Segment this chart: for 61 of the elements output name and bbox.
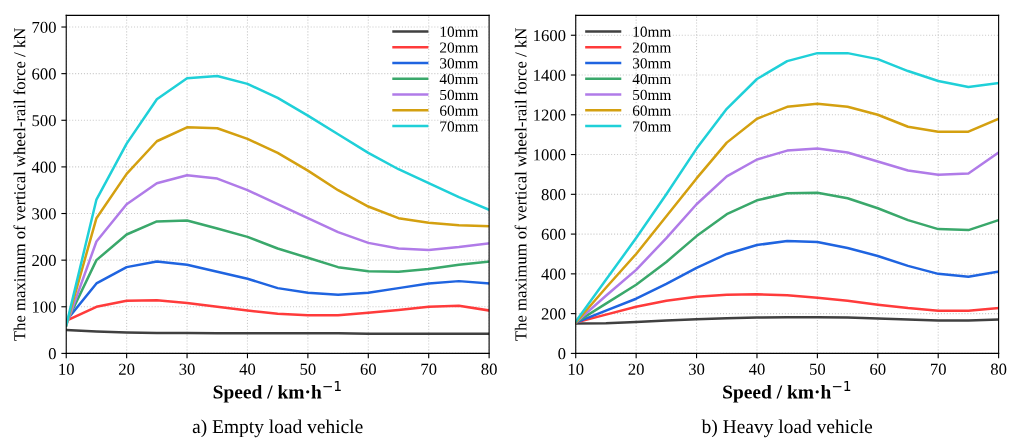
y-tick-label: 1400 — [534, 69, 566, 81]
text: a) Empty load vehicle — [192, 419, 363, 438]
x-tick-label: 10 — [568, 363, 584, 375]
x-axis-title: Speed / km·h$^{−1}$ — [213, 381, 341, 403]
x-tick-label: 40 — [239, 363, 256, 375]
legend-label: 40mm — [632, 73, 672, 85]
x-tick-label: 70 — [930, 363, 946, 375]
text: b) Heavy load vehicle — [701, 419, 873, 438]
legend-label: 10mm — [440, 26, 479, 37]
y-tick-label: 1000 — [534, 149, 566, 161]
legend-label: 20mm — [440, 42, 479, 53]
x-tick-label: 70 — [421, 363, 437, 375]
y-tick-label: 600 — [32, 68, 56, 80]
x-tick-label: 30 — [179, 363, 195, 375]
x-tick-label: 30 — [689, 363, 705, 375]
legend-label: 20mm — [632, 42, 672, 53]
y-tick-label: 600 — [541, 228, 566, 241]
legend-label: 60mm — [632, 105, 672, 116]
y-tick-label: 800 — [541, 189, 566, 201]
y-tick-label: 400 — [541, 268, 566, 280]
y-tick-label: 0 — [558, 348, 566, 360]
y-tick-label: 200 — [541, 308, 566, 320]
x-tick-label: 40 — [748, 363, 765, 375]
y-tick-label: 300 — [32, 208, 56, 220]
line-series — [66, 298, 490, 323]
line-series — [575, 147, 999, 324]
legend-label: 50mm — [440, 89, 479, 101]
line-series — [66, 174, 490, 327]
y-tick-label: 1200 — [534, 109, 566, 121]
x-axis-title: Speed / km·h$^{−1}$ — [723, 381, 851, 403]
legend-label: 30mm — [440, 58, 479, 69]
x-tick-label: 20 — [628, 363, 644, 375]
line-series — [575, 102, 999, 324]
y-tick-label: 200 — [32, 254, 56, 267]
y-axis-title: The maximum of vertical wheel-rail force / kN — [13, 28, 26, 341]
legend-label: 70mm — [633, 121, 672, 132]
legend-label: 50mm — [633, 89, 672, 101]
y-tick-label: 700 — [32, 21, 56, 33]
legend-label: 30mm — [632, 58, 672, 69]
x-tick-label: 80 — [481, 363, 497, 375]
legend-label: 10mm — [633, 26, 672, 37]
y-tick-label: 1600 — [534, 29, 566, 42]
y-tick-label: 0 — [48, 348, 56, 360]
line-series — [575, 315, 999, 325]
line-series — [66, 74, 490, 327]
y-tick-label: 400 — [31, 161, 56, 173]
y-tick-label: 100 — [32, 301, 56, 313]
x-tick-label: 80 — [990, 363, 1007, 375]
y-axis-title: The maximum of vertical wheel-rail force / kN — [514, 28, 527, 341]
y-tick-label: 500 — [32, 114, 56, 127]
x-tick-label: 50 — [300, 363, 316, 375]
legend-label: 70mm — [440, 121, 479, 132]
x-tick-label: 50 — [810, 363, 826, 375]
x-tick-label: 20 — [119, 363, 135, 375]
legend-label: 40mm — [439, 73, 479, 85]
x-tick-label: 60 — [870, 363, 886, 375]
x-tick-label: 10 — [59, 363, 74, 375]
legend-label: 60mm — [440, 105, 479, 116]
line-series — [575, 239, 999, 324]
x-tick-label: 60 — [360, 363, 376, 375]
line-series — [575, 51, 999, 323]
